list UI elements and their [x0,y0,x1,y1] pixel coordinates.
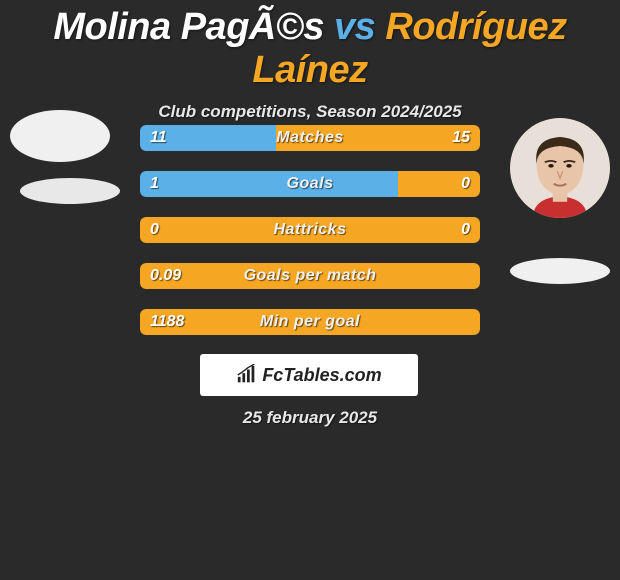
stat-label: Goals [140,171,480,197]
chart-icon [236,364,258,386]
comparison-bars: 1115Matches 10Goals 00Hattricks 0.09Goals p… [140,125,480,355]
comparison-title: Molina PagÃ©s vs Rodríguez Laínez [0,0,620,92]
stat-label: Min per goal [140,309,480,335]
site-logo: FcTables.com [200,354,418,396]
logo-text: FcTables.com [262,365,381,386]
stat-row: 0.09Goals per match [140,263,480,289]
player2-silhouette [510,258,610,284]
stat-label: Matches [140,125,480,151]
stat-label: Goals per match [140,263,480,289]
title-player1: Molina PagÃ©s [53,6,324,48]
face-icon [515,128,605,218]
stat-label: Hattricks [140,217,480,243]
player1-avatar [10,110,110,162]
stat-row: 10Goals [140,171,480,197]
player2-avatar [510,118,610,218]
stat-row: 00Hattricks [140,217,480,243]
stat-row: 1188Min per goal [140,309,480,335]
title-vs: vs [334,6,375,48]
player1-silhouette [20,178,120,204]
stat-row: 1115Matches [140,125,480,151]
date-label: 25 february 2025 [0,408,620,428]
